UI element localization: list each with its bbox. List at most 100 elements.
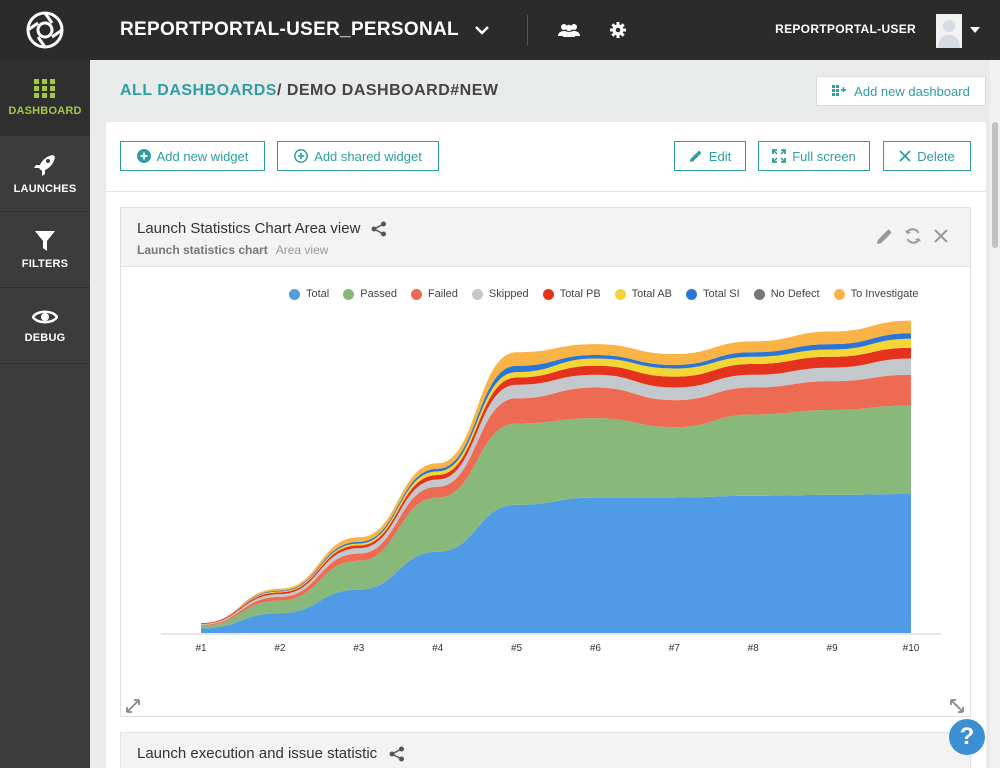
settings-button[interactable] (609, 22, 626, 38)
sidebar-item-launches[interactable]: LAUNCHES (0, 136, 90, 212)
legend-label: No Defect (770, 288, 820, 300)
scrollbar-thumb[interactable] (992, 122, 998, 248)
aperture-logo-icon (26, 11, 64, 49)
app-logo[interactable] (0, 0, 90, 60)
x-tick-label: #9 (827, 643, 839, 654)
legend-marker (542, 288, 554, 300)
x-tick-label: #1 (195, 643, 207, 654)
widget-tools (876, 227, 950, 245)
legend-label: Total AB (631, 288, 673, 300)
sidebar-item-filters[interactable]: FILTERS (0, 212, 90, 288)
legend-marker (410, 288, 422, 300)
chart-legend: Total Passed Failed Skipped Total PB Total AB… (289, 288, 933, 300)
x-tick-label: #7 (669, 643, 681, 654)
sidebar-item-label: LAUNCHES (13, 182, 77, 195)
rocket-icon (34, 154, 55, 176)
area-series-failed[interactable] (201, 374, 911, 626)
legend-label: Passed (360, 288, 397, 300)
legend-item[interactable]: No Defect (753, 288, 820, 300)
legend-item[interactable]: Total SI (686, 288, 740, 300)
legend-label: Skipped (488, 288, 529, 300)
plus-circle-outline-icon (294, 149, 309, 163)
legend-item[interactable]: Skipped (471, 288, 529, 300)
widget-launch-execution: Launch execution and issue statistic (120, 732, 971, 768)
area-series-passed[interactable] (201, 405, 911, 629)
legend-marker (686, 288, 698, 300)
legend-marker (833, 288, 845, 300)
legend-item[interactable]: Total AB (614, 288, 673, 300)
legend-marker (753, 288, 765, 300)
x-tick-label: #6 (590, 643, 602, 654)
gear-icon (609, 22, 626, 38)
caret-down-icon[interactable] (970, 27, 980, 33)
project-selector[interactable]: REPORTPORTAL-USER_PERSONAL (120, 19, 489, 41)
add-dashboard-button[interactable]: Add new dashboard (816, 76, 986, 106)
avatar[interactable] (936, 14, 962, 48)
chevron-down-icon (475, 25, 489, 35)
help-button[interactable]: ? (949, 719, 985, 755)
delete-button[interactable]: Delete (883, 141, 971, 171)
legend-item[interactable]: Failed (410, 288, 458, 300)
sidebar-item-label: DEBUG (24, 331, 66, 344)
share-icon[interactable] (371, 221, 387, 237)
legend-item[interactable]: Passed (343, 288, 397, 300)
user-silhouette-icon (936, 14, 962, 48)
fullscreen-icon (772, 149, 787, 163)
pencil-icon[interactable] (876, 227, 894, 245)
x-tick-label: #10 (903, 643, 920, 654)
close-icon[interactable] (932, 227, 950, 245)
add-dashboard-icon (832, 85, 847, 96)
users-icon (557, 24, 580, 37)
widget-subtitle: Launch statistics chart Area view (137, 243, 328, 257)
widget-header[interactable]: Launch Statistics Chart Area view Launch… (121, 208, 970, 267)
close-icon (899, 150, 911, 162)
area-chart: #1 #2 #3 #4 #5 #6 #7 #8 #9 #10 (161, 320, 941, 654)
x-tick-label: #8 (748, 643, 760, 654)
project-name: REPORTPORTAL-USER_PERSONAL (120, 19, 459, 40)
widget-title: Launch execution and issue statistic (137, 745, 378, 762)
breadcrumb-separator: / (276, 82, 287, 99)
add-shared-widget-button[interactable]: Add shared widget (277, 141, 439, 171)
refresh-icon[interactable] (904, 227, 922, 245)
resize-handle-icon[interactable] (949, 698, 965, 714)
edit-button[interactable]: Edit (674, 141, 746, 171)
plus-circle-icon (136, 149, 151, 163)
topbar: REPORTPORTAL-USER_PERSONAL REPORTPORTAL-… (90, 0, 1000, 60)
edit-label: Edit (708, 148, 732, 164)
x-tick-label: #2 (274, 643, 286, 654)
widget-kind: Launch statistics chart (137, 243, 268, 257)
scrollbar[interactable] (990, 60, 1000, 768)
share-icon[interactable] (389, 746, 405, 762)
resize-handle-icon[interactable] (125, 698, 141, 714)
add-dashboard-label: Add new dashboard (854, 83, 970, 99)
legend-marker (471, 288, 483, 300)
username: REPORTPORTAL-USER (775, 22, 916, 36)
legend-marker (289, 288, 300, 300)
legend-label: Total (306, 288, 330, 300)
legend-label: To Investigate (850, 288, 919, 300)
add-shared-widget-label: Add shared widget (314, 148, 422, 164)
legend-item[interactable]: To Investigate (833, 288, 919, 300)
x-tick-label: #3 (353, 643, 365, 654)
sidebar-item-debug[interactable]: DEBUG (0, 288, 90, 364)
toolbar-divider (106, 191, 986, 192)
x-tick-label: #4 (432, 643, 444, 654)
x-tick-label: #5 (511, 643, 523, 654)
legend-item[interactable]: Total (289, 288, 329, 300)
sidebar: DASHBOARD LAUNCHES FILTERS DEBUG (0, 0, 90, 768)
widget-title: Launch Statistics Chart Area view (137, 220, 361, 237)
legend-label: Total PB (559, 288, 601, 300)
area-series-total[interactable] (201, 493, 911, 633)
breadcrumb-all-dashboards[interactable]: ALL DASHBOARDS (120, 82, 277, 99)
breadcrumb: ALL DASHBOARDS/ DEMO DASHBOARD#NEW (120, 82, 499, 100)
breadcrumb-current: DEMO DASHBOARD#NEW (286, 82, 499, 99)
members-button[interactable] (557, 23, 580, 37)
full-screen-button[interactable]: Full screen (758, 141, 870, 171)
full-screen-label: Full screen (792, 148, 856, 164)
sidebar-item-dashboard[interactable]: DASHBOARD (0, 60, 90, 136)
add-widget-button[interactable]: Add new widget (120, 141, 265, 171)
divider (526, 15, 528, 45)
eye-icon (32, 310, 58, 323)
legend-item[interactable]: Total PB (542, 288, 601, 300)
sidebar-item-label: DASHBOARD (8, 104, 82, 117)
